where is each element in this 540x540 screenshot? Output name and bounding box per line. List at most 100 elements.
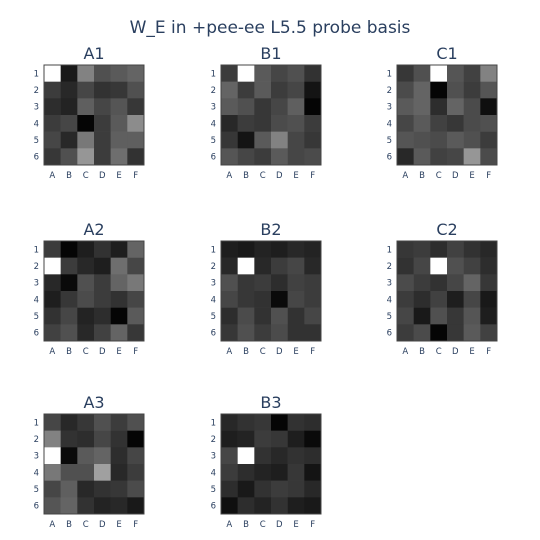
panel-title: A2 (83, 220, 104, 239)
panel-A2: A2 1 2 3 4 5 6A B C D E F (34, 220, 145, 357)
heatmap-cell (304, 274, 322, 292)
panel-C2: C2 1 2 3 4 5 6A B C D E F (387, 220, 498, 357)
x-tick-label: D (99, 520, 106, 530)
x-tick-label: B (243, 171, 249, 181)
y-tick-label: 5 (34, 136, 39, 146)
heatmap-cell (287, 480, 305, 498)
x-tick-label: E (116, 171, 121, 181)
heatmap-cell (94, 257, 111, 275)
heatmap-cell (413, 148, 431, 166)
heatmap-cell (44, 65, 61, 82)
heatmap-cell (430, 324, 448, 342)
heatmap-cell (287, 115, 305, 132)
heatmap-cell (287, 65, 305, 82)
y-tick-label: 5 (387, 312, 392, 322)
heatmap-cell (271, 98, 288, 116)
panel-title: A1 (83, 44, 104, 63)
heatmap-cell (254, 430, 272, 448)
heatmap-cell (304, 291, 322, 308)
panel-title: C2 (436, 220, 457, 239)
heatmap-cell (237, 98, 255, 116)
heatmap-cell (221, 98, 238, 116)
heatmap-cell (44, 131, 61, 149)
heatmap-cell (271, 324, 288, 342)
heatmap-cell (287, 257, 305, 275)
x-tick-label: D (276, 171, 283, 181)
heatmap-cell (44, 274, 61, 292)
y-tick-label: 1 (34, 69, 39, 79)
x-tick-label: D (99, 347, 106, 357)
heatmap-cell (127, 464, 145, 481)
heatmap-cell (480, 98, 498, 116)
x-tick-label: E (293, 347, 298, 357)
heatmap-cell (430, 241, 448, 258)
heatmap-cell (44, 324, 61, 342)
heatmap-cell (413, 291, 431, 308)
y-tick-label: 1 (387, 69, 392, 79)
heatmap-cell (254, 98, 272, 116)
x-tick-label: F (310, 520, 315, 530)
heatmap-cell (60, 414, 78, 431)
heatmap-cell (480, 274, 498, 292)
y-tick-label: 4 (211, 119, 216, 129)
x-tick-label: B (66, 347, 72, 357)
x-tick-label: B (419, 171, 425, 181)
heatmap-cell (110, 148, 128, 166)
x-tick-label: A (402, 347, 408, 357)
heatmap-cell (221, 148, 238, 166)
heatmap-cell (413, 257, 431, 275)
x-tick-label: C (83, 347, 89, 357)
heatmap-cell (60, 274, 78, 292)
heatmap-cell (463, 307, 481, 325)
heatmap-cell (304, 115, 322, 132)
heatmap-cell (44, 115, 61, 132)
heatmap-cell (254, 115, 272, 132)
heatmap-cell (94, 241, 111, 258)
heatmap-cell (127, 257, 145, 275)
heatmap-cell (127, 148, 145, 166)
heatmap-cell (127, 414, 145, 431)
heatmap-cell (463, 257, 481, 275)
heatmap-cell (287, 324, 305, 342)
x-tick-label: F (486, 171, 491, 181)
heatmap-cell (127, 81, 145, 99)
heatmap-cell (44, 257, 61, 275)
y-tick-label: 6 (211, 329, 216, 339)
heatmap-cell (110, 430, 128, 448)
heatmap-cell (77, 241, 95, 258)
heatmap-cell (254, 241, 272, 258)
heatmap-cell (463, 274, 481, 292)
heatmap-cell (430, 307, 448, 325)
heatmap-cell (287, 148, 305, 166)
heatmap-cell (127, 291, 145, 308)
heatmap-cell (304, 464, 322, 481)
heatmap-cell (430, 115, 448, 132)
heatmap-cell (60, 65, 78, 82)
heatmap-cell (77, 81, 95, 99)
y-tick-label: 6 (34, 329, 39, 339)
heatmap-cell (271, 480, 288, 498)
heatmap-cell (77, 65, 95, 82)
heatmap-cell (221, 291, 238, 308)
heatmap-cell (127, 480, 145, 498)
heatmap-cell (463, 241, 481, 258)
y-tick-label: 5 (211, 136, 216, 146)
x-tick-label: A (226, 520, 232, 530)
heatmap-cell (304, 324, 322, 342)
y-tick-label: 3 (34, 279, 39, 289)
heatmap-cell (60, 497, 78, 515)
heatmap-cell (221, 324, 238, 342)
heatmap-cell (44, 447, 61, 465)
y-tick-label: 2 (211, 86, 216, 96)
heatmap-cell (271, 241, 288, 258)
heatmap-cell (44, 430, 61, 448)
heatmap-cell (447, 65, 464, 82)
heatmap-cell (430, 274, 448, 292)
heatmap-cell (60, 131, 78, 149)
heatmap-cell (413, 307, 431, 325)
heatmap-cell (447, 115, 464, 132)
y-tick-label: 2 (387, 86, 392, 96)
heatmap-cell (304, 480, 322, 498)
panel-title: A3 (83, 393, 104, 412)
heatmap-cell (94, 480, 111, 498)
